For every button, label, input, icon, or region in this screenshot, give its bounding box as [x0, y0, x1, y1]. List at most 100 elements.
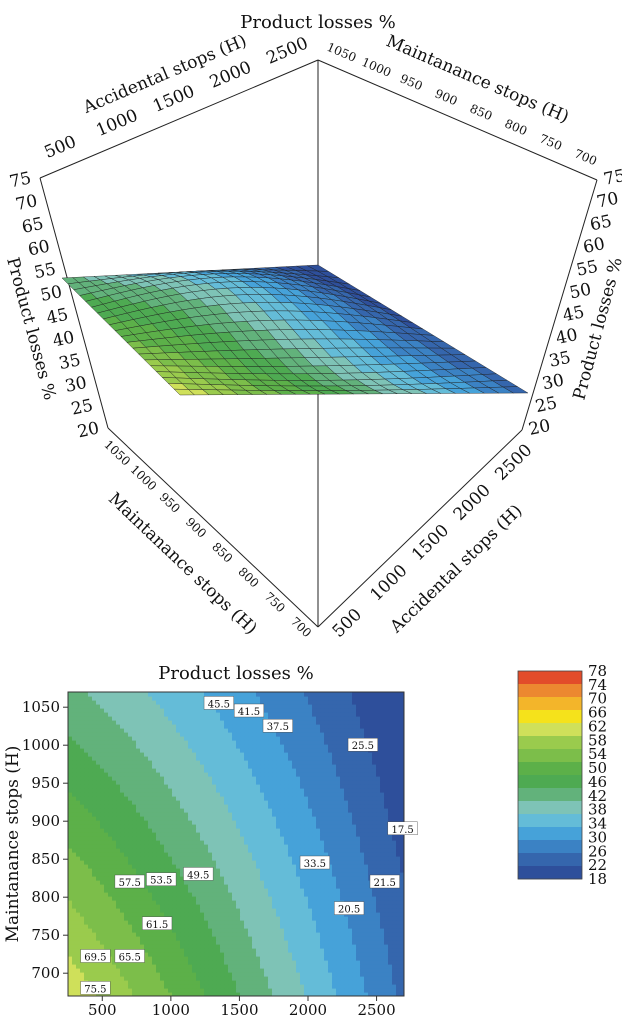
contour-cell: [92, 788, 97, 793]
contour-cell: [388, 788, 393, 793]
contour-cell: [88, 900, 93, 905]
contour-cell: [168, 836, 173, 841]
contour-cell: [324, 832, 329, 837]
contour-cell: [348, 952, 353, 957]
tick-label-losses-right: 55: [575, 257, 600, 281]
contour-cell: [344, 808, 349, 813]
contour-cell: [164, 824, 169, 829]
contour-cell: [188, 948, 193, 953]
contour-cell: [108, 940, 113, 945]
contour-cell: [340, 956, 345, 961]
contour-cell: [104, 788, 109, 793]
contour-cell: [320, 808, 325, 813]
contour-cell: [108, 824, 113, 829]
contour-cell: [360, 804, 365, 809]
contour-cell: [192, 992, 197, 996]
contour-cell: [260, 876, 265, 881]
contour-cell: [276, 972, 281, 977]
contour-cell: [100, 896, 105, 901]
contour-cell: [240, 884, 245, 889]
contour-cell: [184, 852, 189, 857]
contour-cell: [380, 820, 385, 825]
contour-cell: [300, 992, 305, 996]
contour-cell: [300, 800, 305, 805]
tick-label-losses-left: 50: [39, 282, 64, 306]
contour-cell: [124, 920, 129, 925]
contour-cell: [160, 908, 165, 913]
contour-cell: [320, 980, 325, 985]
contour-cell: [152, 792, 157, 797]
contour-cell: [128, 816, 133, 821]
contour-cell: [232, 796, 237, 801]
contour-cell: [148, 800, 153, 805]
contour-cell: [204, 828, 209, 833]
contour-cell: [332, 832, 337, 837]
contour-cell: [108, 964, 113, 969]
contour-cell: [140, 984, 145, 989]
contour-cell: [104, 836, 109, 841]
contour-cell: [296, 848, 301, 853]
contour-cell: [272, 924, 277, 929]
contour-cell: [360, 852, 365, 857]
contour-cell: [76, 880, 81, 885]
contour-cell: [108, 832, 113, 837]
contour-cell: [200, 956, 205, 961]
contour-cell: [148, 984, 153, 989]
contour-cell: [252, 924, 257, 929]
contour-cell: [296, 876, 301, 881]
contour-cell: [116, 984, 121, 989]
contour-cell: [284, 912, 289, 917]
contour-cell: [384, 800, 389, 805]
contour-cell: [372, 820, 377, 825]
contour-cell: [68, 888, 73, 893]
contour-cell: [280, 868, 285, 873]
contour-cell: [192, 784, 197, 789]
contour-cell: [124, 988, 129, 993]
contour-cell: [376, 860, 381, 865]
contour-cell: [136, 904, 141, 909]
contour-cell: [148, 852, 153, 857]
contour-cell: [300, 960, 305, 965]
contour-cell: [168, 932, 173, 937]
contour-cell: [120, 992, 125, 996]
contour-cell: [336, 896, 341, 901]
contour-cell: [348, 988, 353, 993]
contour-cell: [272, 920, 277, 925]
contour-cell: [72, 856, 77, 861]
contour-cell: [100, 860, 105, 865]
contour-cell: [188, 804, 193, 809]
contour-cell: [248, 932, 253, 937]
contour-cell: [108, 844, 113, 849]
contour-cell: [100, 884, 105, 889]
contour-cell: [296, 844, 301, 849]
contour-cell: [100, 844, 105, 849]
contour-cell: [132, 944, 137, 949]
contour-cell: [232, 788, 237, 793]
contour-cell: [220, 920, 225, 925]
contour-cell: [380, 896, 385, 901]
contour-cell: [188, 968, 193, 973]
contour-cell: [84, 804, 89, 809]
contour-cell: [188, 836, 193, 841]
contour-cell: [380, 932, 385, 937]
contour-cell: [264, 916, 269, 921]
contour-cell: [168, 840, 173, 845]
contour-cell: [340, 800, 345, 805]
contour-cell: [332, 948, 337, 953]
contour-cell: [356, 872, 361, 877]
contour-cell: [192, 924, 197, 929]
tick-label-losses-left: 60: [26, 237, 51, 261]
contour-cell: [216, 988, 221, 993]
contour-cell: [316, 948, 321, 953]
contour-cell: [300, 928, 305, 933]
contour-cell: [68, 904, 73, 909]
contour-cell: [292, 976, 297, 981]
contour-cell: [224, 920, 229, 925]
contour-cell: [188, 988, 193, 993]
contour-cell: [92, 972, 97, 977]
contour-cell: [364, 792, 369, 797]
contour-cell: [248, 892, 253, 897]
contour-cell: [108, 900, 113, 905]
contour-cell: [116, 912, 121, 917]
contour-cell: [72, 848, 77, 853]
